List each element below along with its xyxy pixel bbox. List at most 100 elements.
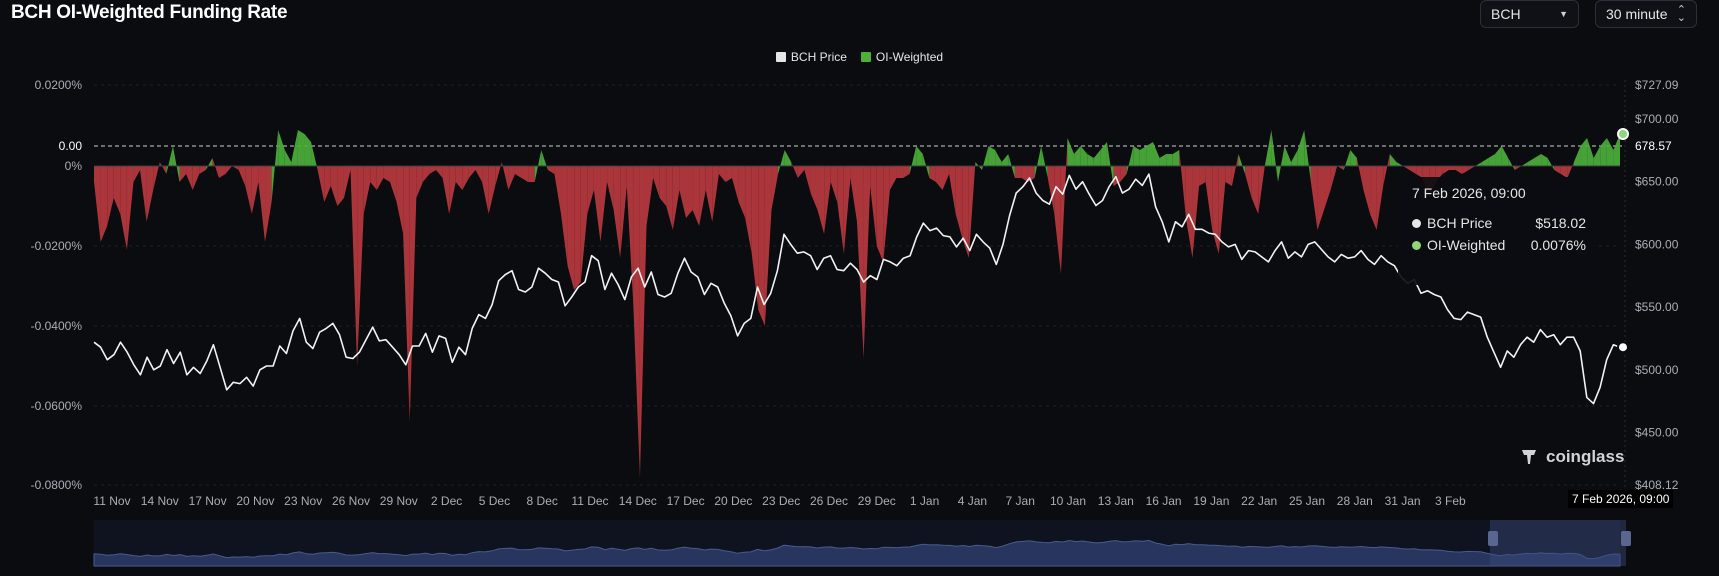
x-tick-label: 23 Nov	[284, 494, 322, 508]
funding-area-negative	[403, 166, 410, 422]
chart-tooltip: 7 Feb 2026, 09:00 BCH Price $518.02 OI-W…	[1398, 177, 1598, 285]
funding-area-positive	[541, 150, 548, 170]
x-tick-label: 22 Jan	[1241, 494, 1277, 508]
price-end-marker	[1617, 341, 1629, 354]
funding-area-positive	[1508, 158, 1515, 170]
legend-item-price[interactable]: BCH Price	[775, 50, 847, 64]
funding-area-negative	[1317, 166, 1325, 230]
funding-area-negative	[455, 166, 463, 190]
funding-area-negative	[758, 166, 765, 326]
funding-area-negative	[218, 166, 226, 178]
funding-area-positive	[1488, 154, 1496, 166]
funding-area-negative	[501, 162, 509, 190]
funding-area-negative	[712, 166, 719, 222]
funding-area-positive	[1600, 138, 1607, 166]
funding-area-negative	[1113, 166, 1121, 186]
funding-area-negative	[863, 166, 871, 358]
funding-area-negative	[140, 166, 147, 222]
funding-area-negative	[797, 166, 805, 178]
funding-area-negative	[225, 166, 233, 174]
funding-area-negative	[1179, 150, 1186, 218]
y-right-tick-label: $700.00	[1635, 112, 1679, 126]
interval-select[interactable]: 30 minute ⌃ ⌄	[1595, 0, 1697, 28]
funding-area-negative	[1199, 166, 1206, 186]
x-tick-label: 2 Dec	[431, 494, 462, 508]
y-left-tick-label: 0%	[65, 159, 83, 173]
funding-area-positive	[1172, 150, 1180, 166]
y-left-tick-label: -0.0600%	[31, 399, 83, 413]
y-right-tick-label: $500.00	[1635, 363, 1679, 377]
legend-swatch-price	[775, 52, 786, 62]
funding-area-negative	[179, 166, 187, 182]
funding-area-positive	[1080, 146, 1088, 166]
funding-area-negative	[1014, 166, 1022, 178]
funding-area-negative	[330, 166, 338, 206]
funding-area-negative	[699, 166, 706, 226]
legend-item-oi-weighted[interactable]: OI-Weighted	[860, 50, 944, 64]
funding-area-negative	[889, 166, 897, 190]
funding-area-negative	[482, 166, 489, 214]
caret-down-icon: ▼	[1559, 9, 1568, 19]
x-tick-label: 1 Jan	[910, 494, 939, 508]
funding-area-negative	[1185, 166, 1193, 258]
funding-area	[94, 130, 1620, 478]
funding-area-positive	[1041, 146, 1048, 178]
funding-area-negative	[1462, 166, 1469, 174]
funding-area-positive	[1277, 146, 1285, 182]
funding-area-positive	[1527, 158, 1535, 166]
funding-area-negative	[725, 166, 733, 182]
current-price-label: 678.57	[1635, 139, 1672, 153]
funding-area-negative	[1560, 166, 1568, 178]
funding-area-negative	[653, 166, 660, 198]
funding-area-positive	[1093, 150, 1101, 166]
funding-area-negative	[1047, 166, 1055, 214]
funding-area-negative	[1416, 166, 1423, 178]
x-tick-label: 20 Nov	[236, 494, 274, 508]
funding-area-positive	[1521, 162, 1528, 166]
funding-area-negative	[1310, 166, 1318, 230]
funding-area-positive	[1606, 138, 1614, 166]
x-tick-label: 7 Jan	[1006, 494, 1035, 508]
funding-area-negative	[1324, 166, 1331, 210]
x-tick-label: 19 Jan	[1193, 494, 1229, 508]
funding-area-positive	[291, 130, 298, 166]
funding-area-positive	[1291, 150, 1298, 166]
funding-area-negative	[1120, 166, 1127, 182]
funding-area-negative	[554, 166, 562, 214]
x-tick-label: 17 Nov	[189, 494, 227, 508]
navigator-handle[interactable]	[1488, 531, 1498, 546]
funding-area-negative	[389, 166, 397, 202]
y-right-tick-label: $550.00	[1635, 300, 1679, 314]
funding-area-negative	[692, 166, 700, 226]
funding-area-negative	[613, 166, 621, 258]
x-tick-label: 14 Dec	[619, 494, 657, 508]
y-left-tick-label: 0.0200%	[35, 78, 83, 92]
funding-area-negative	[422, 166, 430, 182]
funding-area-positive	[988, 146, 996, 166]
coin-select[interactable]: BCH ▼	[1480, 0, 1579, 28]
y-right-tick-label: $408.12	[1635, 478, 1679, 492]
funding-area-negative	[1567, 162, 1574, 178]
funding-area-negative	[626, 166, 634, 306]
funding-area-negative	[685, 166, 693, 218]
y-right-tick-label: $450.00	[1635, 425, 1679, 439]
funding-area-negative	[468, 166, 476, 178]
funding-area-positive	[1238, 154, 1246, 174]
funding-area-negative	[791, 162, 798, 178]
funding-area-positive	[909, 146, 917, 174]
x-tick-label: 13 Jan	[1098, 494, 1134, 508]
legend-label-oi-weighted: OI-Weighted	[875, 50, 944, 64]
funding-area-negative	[876, 166, 884, 262]
funding-area-negative	[1218, 166, 1226, 254]
funding-area-positive	[1501, 146, 1509, 166]
x-tick-label: 20 Dec	[714, 494, 752, 508]
funding-area-negative	[738, 166, 746, 218]
funding-area-negative	[133, 166, 141, 182]
funding-area-negative	[850, 166, 857, 222]
funding-end-marker	[1617, 128, 1629, 140]
funding-area-negative	[251, 166, 259, 214]
navigator-handle[interactable]	[1621, 531, 1631, 546]
tooltip-oi-label: OI-Weighted	[1427, 237, 1506, 253]
funding-area-positive	[304, 134, 312, 166]
